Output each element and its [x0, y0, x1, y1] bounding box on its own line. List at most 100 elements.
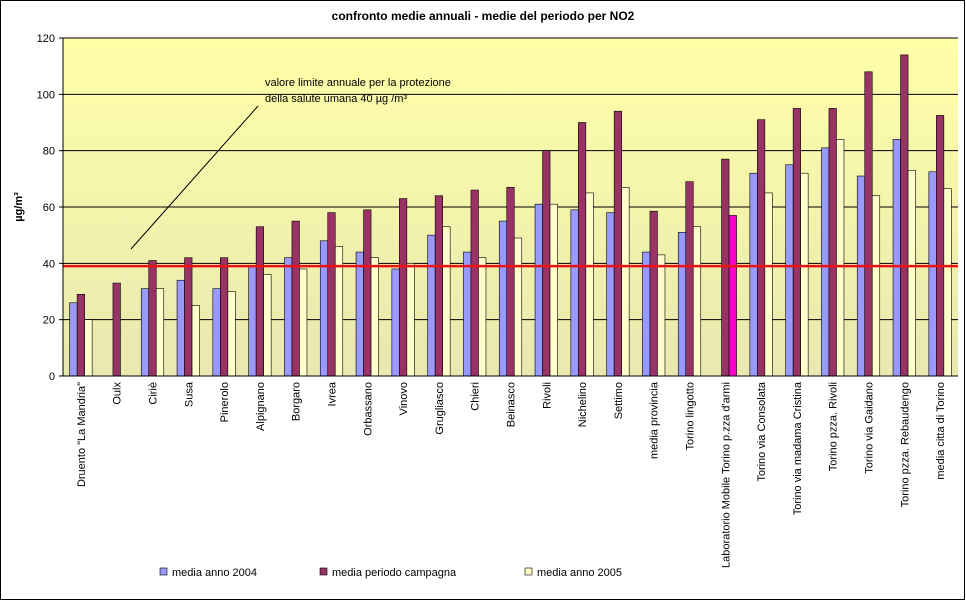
y-tick-label: 120	[37, 33, 55, 45]
y-tick-label: 60	[43, 202, 55, 214]
annotation: della salute umana 40 µg /m³	[265, 93, 407, 105]
bar	[534, 203, 543, 377]
bar	[299, 268, 308, 377]
bar	[506, 186, 515, 377]
bar	[434, 195, 443, 377]
x-tick-label: media provincia	[649, 381, 661, 459]
bar	[892, 139, 901, 377]
x-tick-label: Ivrea	[327, 381, 339, 406]
bar	[442, 226, 451, 377]
legend-swatch	[159, 567, 168, 576]
bar	[191, 305, 200, 377]
bar	[176, 279, 185, 377]
bar	[76, 294, 85, 377]
bar	[606, 212, 615, 377]
y-tick-label: 40	[43, 258, 55, 270]
y-axis-label: µg/m³	[13, 192, 25, 222]
bar	[936, 115, 945, 377]
bar	[943, 188, 952, 377]
annotation-arrow	[130, 105, 259, 250]
x-tick-label: Beinasco	[506, 382, 518, 427]
bar	[184, 257, 193, 377]
annotation: valore limite annuale per la protezione	[265, 77, 451, 89]
bar	[263, 274, 272, 377]
bar	[212, 288, 221, 377]
bar	[585, 192, 594, 377]
x-tick-label: Vinovo	[398, 382, 410, 415]
bar	[613, 110, 622, 377]
bar	[542, 150, 551, 377]
bar	[498, 220, 508, 377]
bar	[677, 232, 687, 377]
bar	[284, 257, 293, 377]
bar	[391, 268, 400, 377]
y-tick-label: 0	[49, 371, 55, 383]
bar	[871, 195, 881, 377]
x-tick-label: Druento "La Mandria"	[76, 382, 88, 487]
bar	[785, 164, 794, 377]
bar	[570, 209, 579, 377]
bar	[319, 240, 329, 377]
x-tick-label: Orbassano	[362, 382, 374, 436]
bar	[327, 212, 336, 377]
bar	[728, 215, 737, 377]
bar	[900, 54, 909, 377]
legend-swatch	[319, 567, 328, 576]
bar	[463, 251, 472, 377]
bar	[836, 139, 845, 377]
legend-swatch	[524, 567, 533, 576]
bar	[363, 209, 372, 377]
bar	[355, 251, 364, 377]
y-tick-label: 20	[43, 315, 55, 327]
x-tick-label: Ciriè	[148, 382, 160, 405]
x-tick-label: Borgaro	[291, 382, 303, 421]
bar	[907, 170, 916, 377]
bar	[248, 265, 257, 377]
x-tick-label: Grugliasco	[434, 382, 446, 435]
bar	[642, 251, 651, 377]
x-tick-label: Torino pzza. Rebaudengo	[899, 382, 911, 507]
bar	[255, 226, 264, 377]
bar	[828, 108, 837, 377]
bar	[657, 254, 666, 377]
y-tick-label: 100	[37, 89, 55, 101]
bar	[764, 192, 773, 377]
bar	[800, 172, 809, 377]
x-tick-label: Torino via Gaidano	[864, 382, 876, 474]
bar	[864, 71, 873, 377]
bar	[856, 175, 866, 377]
bar	[821, 147, 830, 377]
y-tick-label: 80	[43, 146, 55, 158]
bar	[84, 319, 93, 377]
bar	[928, 171, 937, 377]
bar	[478, 257, 487, 377]
legend-label: media anno 2004	[172, 567, 257, 579]
bar	[621, 186, 630, 377]
x-tick-label: Pinerolo	[219, 382, 231, 422]
x-tick-label: Laboratorio Mobile Torino p.zza d'armi	[720, 382, 732, 568]
x-tick-label: media citta di Torino	[935, 382, 947, 480]
bar	[227, 291, 236, 377]
x-tick-label: Oulx	[112, 382, 124, 405]
x-tick-label: Susa	[183, 381, 195, 407]
bar	[291, 220, 300, 377]
bar	[757, 119, 766, 377]
bar	[220, 257, 229, 377]
bar	[399, 198, 408, 377]
bar	[513, 237, 523, 377]
bar	[112, 282, 121, 377]
bar	[148, 260, 157, 377]
bar	[549, 203, 558, 377]
x-tick-label: Torino via Consolata	[756, 381, 768, 482]
chart-title: confronto medie annuali - medie del peri…	[332, 9, 635, 23]
bar	[749, 172, 758, 377]
bar	[370, 257, 379, 377]
bar	[470, 189, 479, 377]
x-tick-label: Alpignano	[255, 382, 267, 431]
x-tick-label: Chieri	[470, 382, 482, 411]
bar	[685, 181, 694, 377]
legend-label: media periodo campagna	[332, 567, 457, 579]
x-tick-label: Torino via madama Cristina	[792, 381, 804, 515]
x-tick-label: Torino lingotto	[685, 382, 697, 451]
